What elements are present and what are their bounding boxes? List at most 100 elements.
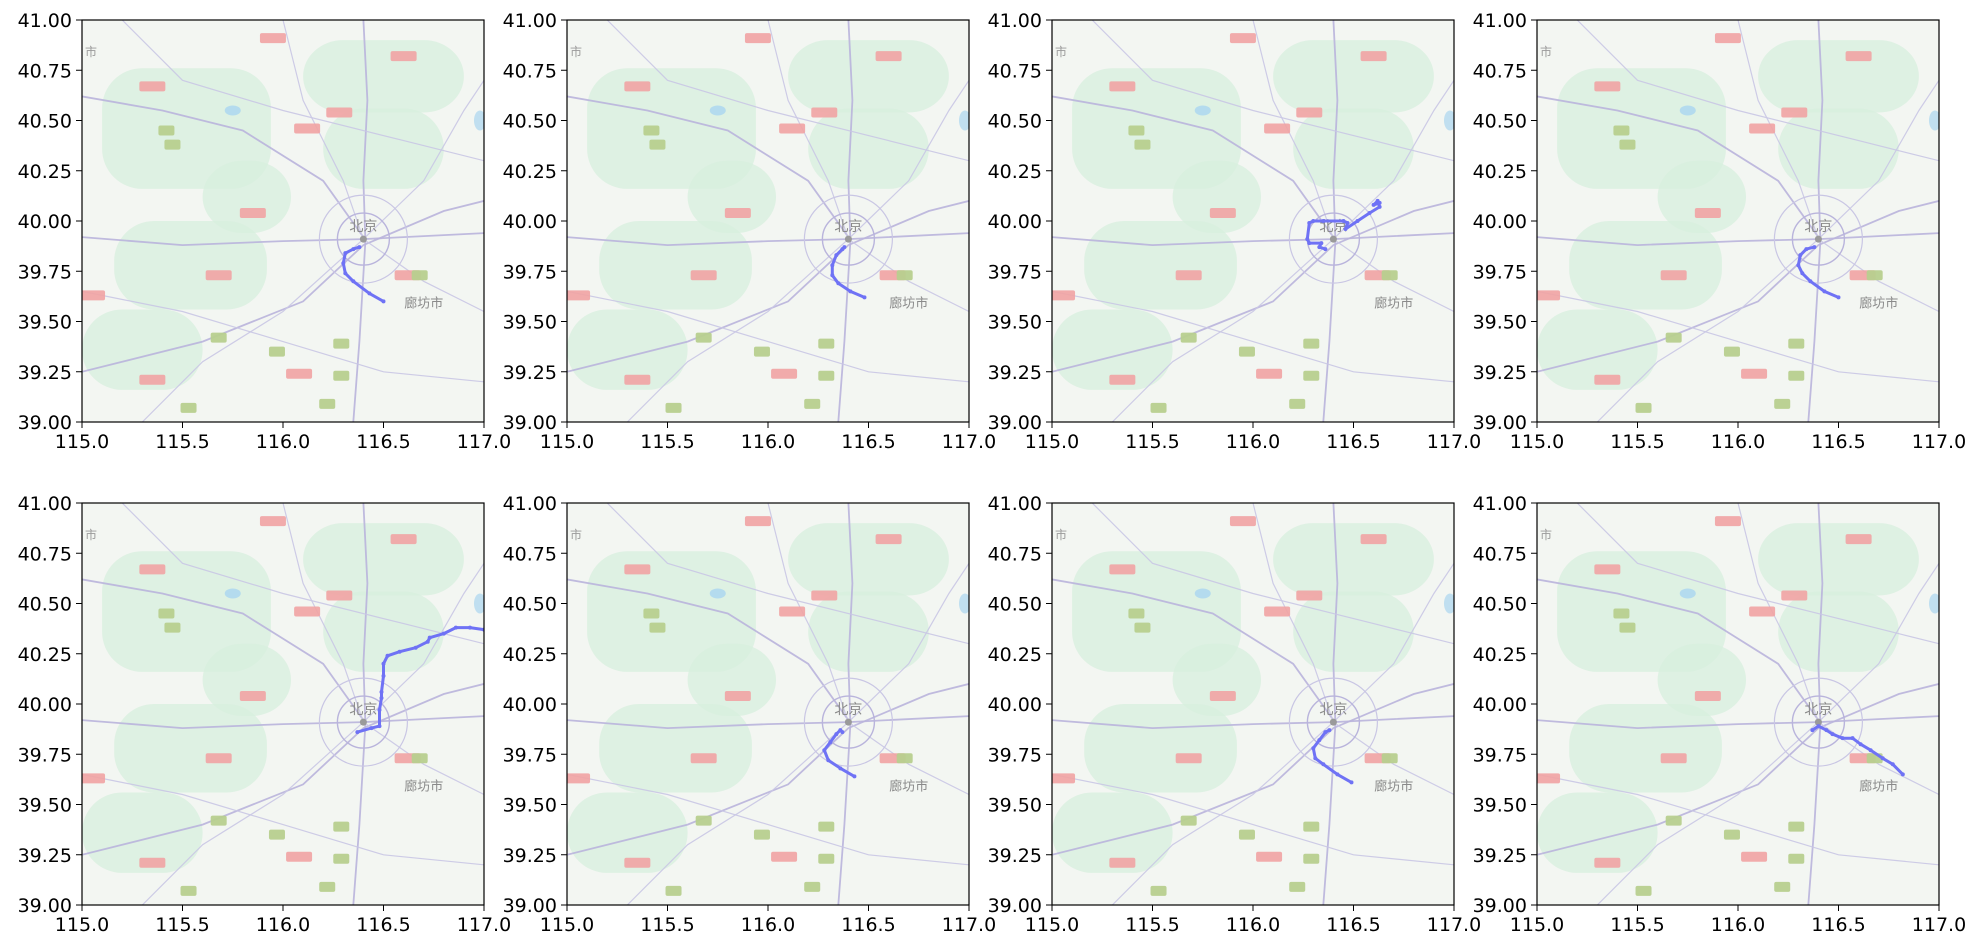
x-tick-label: 117.0 — [942, 914, 996, 936]
map-green-area — [788, 523, 949, 596]
y-tick-label: 40.50 — [18, 111, 72, 133]
map-shield-green — [649, 139, 666, 150]
map-green-area — [1052, 309, 1173, 390]
trajectory-point — [1800, 271, 1805, 276]
map-label-beijing: 北京 — [834, 702, 862, 718]
map-reservoir — [1194, 105, 1211, 116]
map-shield-green — [158, 125, 175, 136]
map-shield-green — [268, 346, 285, 357]
map-shield-green — [1788, 853, 1805, 864]
trajectory-point — [367, 291, 372, 296]
trajectory-point — [369, 726, 374, 731]
y-tick-label: 39.25 — [503, 845, 557, 867]
trajectory-point — [1804, 247, 1809, 252]
map-shield-green — [665, 402, 682, 413]
map-road — [1052, 578, 1335, 721]
map-shield-green — [695, 332, 712, 343]
trajectory-point — [1824, 728, 1829, 733]
trajectory-point — [848, 289, 853, 294]
trajectory-point — [834, 253, 839, 258]
map-road — [767, 503, 849, 723]
map-road — [363, 721, 484, 796]
map-shield-green — [1238, 346, 1255, 357]
trajectory-point — [1349, 780, 1354, 785]
map-shield-red — [690, 753, 717, 764]
map-shield-red — [690, 270, 717, 281]
map-shield-red — [1360, 51, 1387, 62]
map-ring-road — [1791, 212, 1846, 266]
map-shield-red — [1660, 270, 1687, 281]
map-green-area — [1084, 704, 1237, 793]
map-shield-red — [139, 564, 166, 575]
trajectory-point — [413, 645, 418, 650]
y-tick-label: 40.00 — [988, 211, 1042, 233]
map-ring-road — [821, 695, 876, 749]
map-water — [1928, 593, 1939, 614]
map-road — [1817, 562, 1939, 723]
y-tick-label: 39.75 — [988, 744, 1042, 766]
y-tick-label: 41.00 — [18, 493, 72, 515]
map-road — [1576, 503, 1939, 645]
y-tick-label: 40.75 — [1473, 543, 1527, 565]
map-city-dot — [1814, 235, 1822, 243]
trajectory-point — [1327, 728, 1332, 733]
y-tick-label: 41.00 — [988, 10, 1042, 32]
map-shield-red — [1741, 851, 1768, 862]
x-tick-label: 115.0 — [1510, 431, 1564, 453]
map-road — [848, 721, 969, 796]
map-shield-red — [1781, 590, 1808, 601]
map-road — [567, 715, 969, 730]
map-road — [1332, 79, 1454, 240]
map-shield-green — [411, 270, 428, 281]
map-road — [141, 721, 364, 905]
map-shield-red — [1296, 107, 1323, 118]
map-label-edge: 市 — [85, 44, 97, 59]
y-tick-label: 40.50 — [1473, 594, 1527, 616]
track-group — [1796, 245, 1841, 300]
map-shield-green — [1723, 829, 1740, 840]
map-shield-red — [286, 851, 313, 862]
map-label-langfang: 廊坊市 — [1859, 778, 1898, 794]
map-shield-green — [1128, 608, 1145, 619]
map-road — [1537, 773, 1939, 866]
map-shield-red — [139, 81, 166, 92]
y-tick-label: 39.75 — [988, 261, 1042, 283]
y-tick-label: 39.25 — [988, 845, 1042, 867]
map-road — [847, 79, 969, 240]
map-shield-green — [1381, 270, 1398, 281]
map-shield-green — [180, 885, 197, 896]
x-tick-label: 115.5 — [1610, 914, 1664, 936]
y-tick-label: 40.75 — [988, 60, 1042, 82]
x-tick-label: 117.0 — [457, 431, 511, 453]
map-road — [837, 20, 854, 422]
map-label-edge: 市 — [85, 527, 97, 542]
map-shield-green — [1180, 815, 1197, 826]
map-shield-green — [643, 125, 660, 136]
x-tick-label: 116.0 — [1226, 431, 1280, 453]
map-shield-green — [753, 346, 770, 357]
x-tick-label: 116.5 — [356, 431, 410, 453]
map-ring-road — [1791, 695, 1846, 749]
map-road — [362, 562, 484, 723]
trajectory-point — [381, 673, 386, 678]
map-label-langfang: 廊坊市 — [404, 295, 443, 311]
trajectory-point — [1822, 289, 1827, 294]
map-city-dot — [1329, 718, 1337, 726]
trajectory-point — [852, 774, 857, 779]
x-tick-label: 117.0 — [1912, 431, 1966, 453]
map-label-edge: 市 — [1540, 44, 1552, 59]
map-shield-red — [624, 81, 651, 92]
map-road — [141, 238, 364, 422]
map-shield-green — [649, 622, 666, 633]
map-shield-green — [1613, 125, 1630, 136]
trajectory-point — [1840, 736, 1845, 741]
map-shield-red — [1052, 773, 1076, 784]
map-shield-green — [1774, 881, 1791, 892]
map-shield-red — [1229, 516, 1256, 527]
map-road — [1807, 20, 1824, 422]
map-road — [1576, 20, 1939, 162]
map-shield-red — [390, 51, 417, 62]
map-road — [606, 20, 969, 162]
map-road — [567, 290, 969, 383]
